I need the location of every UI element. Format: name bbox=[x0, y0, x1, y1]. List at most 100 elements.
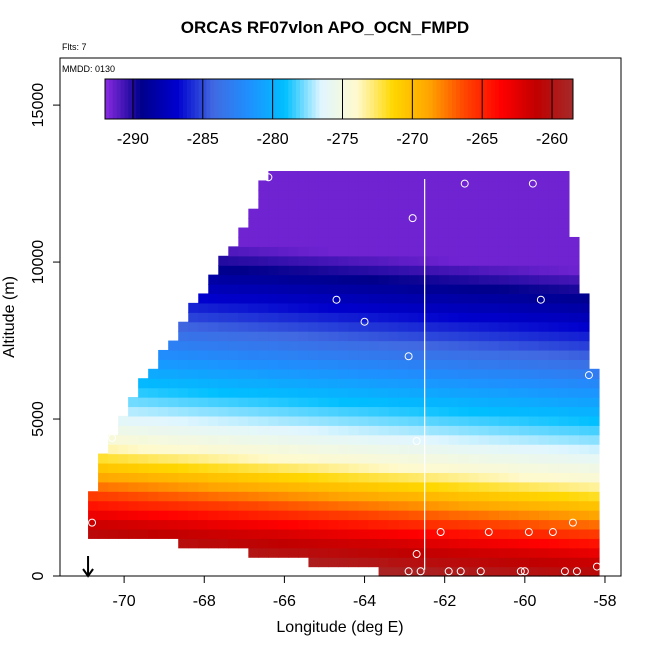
heatmap-cell bbox=[368, 302, 380, 313]
colorbar-segment bbox=[420, 79, 426, 119]
heatmap-cell bbox=[488, 453, 500, 464]
heatmap-cell bbox=[428, 236, 440, 247]
heatmap-cell bbox=[228, 462, 239, 473]
colorbar-segment bbox=[502, 79, 508, 119]
heatmap-cell bbox=[418, 312, 430, 323]
heatmap-cell bbox=[338, 265, 350, 276]
heatmap-cell bbox=[288, 406, 300, 417]
heatmap-cell bbox=[288, 462, 300, 473]
heatmap-cell bbox=[448, 284, 460, 295]
heatmap-cell bbox=[248, 349, 259, 360]
heatmap-cell bbox=[258, 425, 269, 436]
heatmap-cell bbox=[318, 189, 330, 200]
heatmap-cell bbox=[288, 236, 300, 247]
heatmap-cell bbox=[348, 359, 360, 370]
heatmap-cell bbox=[568, 265, 580, 276]
heatmap-cell bbox=[538, 491, 550, 502]
heatmap-cell bbox=[558, 434, 570, 445]
heatmap-cell bbox=[338, 472, 350, 483]
heatmap-cell bbox=[478, 227, 490, 238]
heatmap-cell bbox=[178, 538, 189, 549]
colorbar-segment bbox=[335, 79, 340, 119]
heatmap-cell bbox=[578, 566, 590, 577]
heatmap-cell bbox=[238, 444, 249, 455]
heatmap-cell bbox=[178, 510, 189, 521]
colorbar-segment bbox=[440, 79, 445, 119]
heatmap-cell bbox=[398, 265, 410, 276]
heatmap-cell bbox=[378, 189, 390, 200]
heatmap-cell bbox=[498, 528, 510, 539]
heatmap-cell bbox=[208, 331, 219, 342]
heatmap-cell bbox=[348, 331, 360, 342]
chart-title: ORCAS RF07vlon APO_OCN_FMPD bbox=[180, 18, 470, 37]
heatmap-cell bbox=[448, 349, 460, 360]
heatmap-cell bbox=[518, 265, 530, 276]
heatmap-cell bbox=[588, 397, 600, 408]
heatmap-cell bbox=[388, 284, 400, 295]
heatmap-cell bbox=[408, 274, 420, 285]
heatmap-cell bbox=[238, 510, 249, 521]
heatmap-cell bbox=[398, 528, 410, 539]
sample-marker bbox=[436, 528, 445, 537]
heatmap-cell bbox=[228, 453, 239, 464]
heatmap-cell bbox=[248, 368, 259, 379]
heatmap-cell bbox=[568, 284, 580, 295]
heatmap-cell bbox=[438, 227, 450, 238]
heatmap-cell bbox=[88, 528, 99, 539]
heatmap-cell bbox=[418, 538, 430, 549]
heatmap-cell bbox=[428, 246, 440, 257]
heatmap-cell bbox=[408, 510, 420, 521]
heatmap-cell bbox=[308, 368, 320, 379]
heatmap-cell bbox=[318, 359, 330, 370]
heatmap-cell bbox=[468, 312, 480, 323]
heatmap-cell bbox=[298, 519, 310, 530]
heatmap-cell bbox=[538, 566, 550, 577]
colorbar-segment bbox=[444, 79, 449, 119]
heatmap-cell bbox=[308, 227, 320, 238]
heatmap-cell bbox=[368, 519, 380, 530]
heatmap-cell bbox=[508, 180, 520, 191]
heatmap-cell bbox=[508, 265, 520, 276]
colorbar-segment bbox=[354, 79, 359, 119]
heatmap-cell bbox=[398, 406, 410, 417]
colorbar-segment bbox=[198, 79, 203, 119]
heatmap-cell bbox=[338, 406, 350, 417]
heatmap-cell bbox=[288, 218, 300, 229]
heatmap-cell bbox=[508, 321, 520, 332]
heatmap-cell bbox=[398, 462, 410, 473]
heatmap-cell bbox=[448, 368, 460, 379]
heatmap-cell bbox=[408, 453, 420, 464]
colorbar-segment bbox=[237, 79, 242, 119]
colorbar-segment bbox=[510, 79, 515, 119]
heatmap-cell bbox=[448, 387, 460, 398]
heatmap-cell bbox=[268, 189, 279, 200]
heatmap-cell bbox=[428, 462, 440, 473]
heatmap-cell bbox=[338, 236, 350, 247]
heatmap-cell bbox=[268, 265, 279, 276]
heatmap-cell bbox=[388, 218, 400, 229]
heatmap-cell bbox=[268, 302, 279, 313]
colorbar-segment bbox=[385, 79, 391, 119]
heatmap-cell bbox=[518, 218, 530, 229]
colorbar-segment bbox=[565, 79, 570, 119]
heatmap-cell bbox=[298, 528, 310, 539]
heatmap-cell bbox=[268, 444, 279, 455]
heatmap-cell bbox=[418, 331, 430, 342]
heatmap-cell bbox=[558, 255, 570, 266]
heatmap-cell bbox=[178, 491, 189, 502]
heatmap-cell bbox=[298, 500, 310, 511]
heatmap-cell bbox=[408, 566, 420, 577]
colorbar-segment bbox=[432, 79, 437, 119]
heatmap-cell bbox=[378, 547, 390, 558]
heatmap-cell bbox=[448, 359, 460, 370]
heatmap-cell bbox=[268, 171, 279, 182]
heatmap-cell bbox=[588, 566, 600, 577]
heatmap-cell bbox=[408, 246, 420, 257]
heatmap-cell bbox=[288, 321, 300, 332]
heatmap-cell bbox=[408, 425, 420, 436]
heatmap-cell bbox=[418, 284, 430, 295]
heatmap-cell bbox=[108, 491, 119, 502]
heatmap-cell bbox=[168, 472, 179, 483]
heatmap-cell bbox=[318, 453, 330, 464]
heatmap-cell bbox=[448, 434, 460, 445]
